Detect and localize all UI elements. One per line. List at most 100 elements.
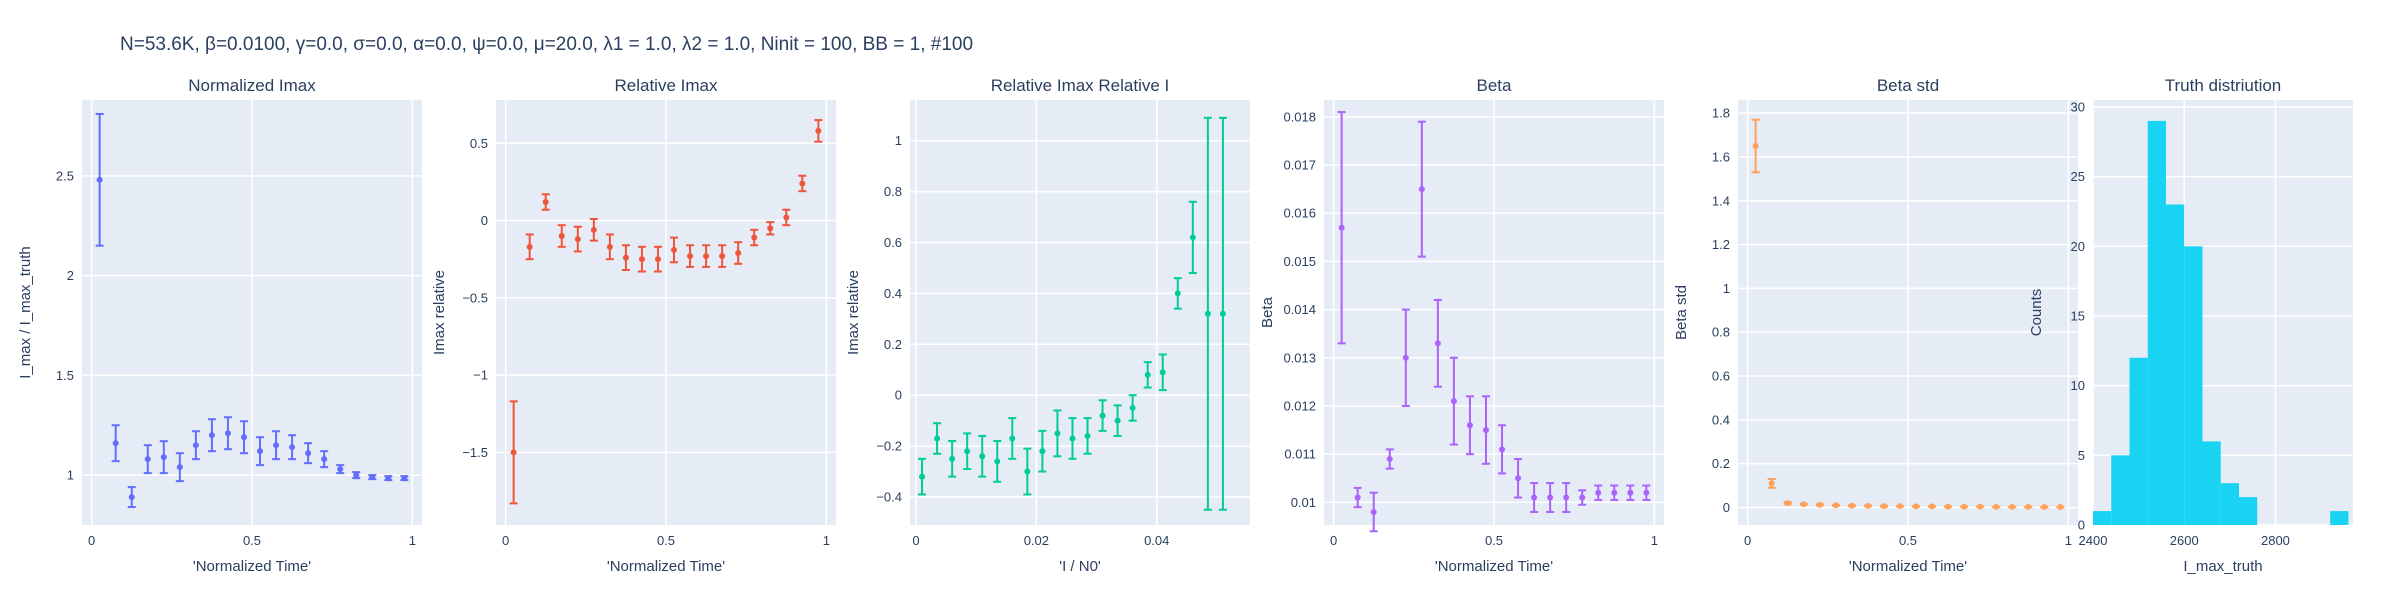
histogram-bar: [2147, 120, 2166, 525]
data-point: [934, 435, 941, 442]
x-axis-label: 'I / N0': [1059, 558, 1101, 575]
x-axis-label: 'Normalized Time': [1435, 558, 1553, 575]
data-point: [1054, 430, 1061, 437]
y-tick-label: 2: [67, 268, 74, 283]
x-tick-label: 0.02: [1024, 533, 1049, 548]
x-tick-label: 1: [409, 533, 416, 548]
x-axis-label: 'Normalized Time': [193, 558, 311, 575]
subplot-6: 2400 2600 2800 0 5 10 15 20 25 30 Truth distriutio…: [2028, 76, 2353, 575]
data-point: [1204, 310, 1211, 317]
x-tick-label: 0: [1744, 533, 1751, 548]
data-point: [735, 250, 742, 256]
data-point: [1338, 224, 1345, 231]
y-tick-label: 0.015: [1283, 254, 1316, 269]
data-point: [799, 180, 806, 187]
data-point: [606, 243, 613, 250]
y-axis-label: Imax relative: [431, 270, 448, 355]
x-tick-label: 2600: [2170, 533, 2199, 548]
data-point: [385, 475, 392, 482]
subplot-1: 0 0.5 1 1 1.5 2 2.5 Normalized Imax 'Normalized …: [17, 76, 422, 575]
data-point: [128, 494, 135, 501]
data-point: [1752, 143, 1759, 150]
data-point: [783, 214, 790, 221]
x-tick-label: 2800: [2261, 533, 2290, 548]
data-point: [1643, 489, 1650, 496]
data-point: [1144, 371, 1151, 378]
y-tick-label: 0.016: [1283, 206, 1316, 221]
data-point: [994, 458, 1001, 465]
data-point: [1069, 435, 1076, 442]
y-tick-label: 1: [67, 468, 74, 483]
x-tick-label: 0: [912, 533, 919, 548]
histogram-bar: [2184, 246, 2203, 526]
data-point: [719, 253, 726, 260]
data-point: [1800, 501, 1807, 508]
x-axis-label: 'Normalized Time': [607, 558, 725, 575]
data-point: [1993, 503, 2000, 510]
data-point: [1563, 494, 1570, 501]
data-point: [558, 233, 565, 239]
data-point: [192, 442, 199, 449]
data-point: [1219, 310, 1226, 317]
y-tick-label: 25: [2071, 169, 2085, 184]
data-point: [353, 472, 360, 479]
data-point: [1009, 435, 1016, 442]
y-tick-label: 0.013: [1283, 350, 1316, 365]
x-axis-label: I_max_truth: [2183, 558, 2262, 575]
data-point: [1531, 494, 1538, 501]
y-tick-label: 0.012: [1283, 398, 1316, 413]
y-tick-label: 1: [1723, 281, 1730, 296]
subplot-title: Relative Imax: [615, 76, 718, 95]
data-point: [574, 236, 581, 243]
y-tick-label: 0.011: [1284, 447, 1316, 462]
y-tick-label: 1.4: [1712, 193, 1730, 208]
data-point: [703, 253, 710, 260]
y-tick-label: 0.8: [884, 184, 902, 199]
histogram-bar: [2093, 511, 2112, 525]
y-tick-label: 0.5: [470, 136, 488, 151]
data-point: [1114, 417, 1121, 424]
y-tick-label: 0.017: [1283, 158, 1316, 173]
data-point: [1466, 422, 1473, 429]
x-tick-label: 0.5: [1899, 533, 1917, 548]
y-tick-label: 0.014: [1283, 302, 1316, 317]
data-point: [1174, 290, 1181, 297]
x-tick-label: 0.5: [657, 533, 675, 548]
y-tick-label: 0: [481, 213, 488, 228]
y-tick-label: −0.4: [876, 490, 902, 505]
y-tick-label: −0.5: [462, 290, 488, 305]
data-point: [1129, 404, 1136, 411]
data-point: [1832, 502, 1839, 509]
data-point: [1099, 412, 1106, 419]
data-point: [289, 444, 296, 451]
data-point: [542, 199, 549, 205]
data-point: [1627, 489, 1634, 496]
x-tick-label: 0.5: [1485, 533, 1503, 548]
subplot-title: Normalized Imax: [188, 76, 316, 95]
data-point: [2057, 504, 2064, 511]
data-point: [96, 176, 103, 183]
y-tick-label: 0: [895, 388, 902, 403]
histogram-bar: [2220, 483, 2239, 525]
data-point: [369, 474, 376, 481]
y-tick-label: 20: [2071, 239, 2085, 254]
data-point: [1784, 500, 1791, 507]
data-point: [1024, 468, 1031, 475]
y-axis-label: I_max / I_max_truth: [17, 246, 34, 379]
data-point: [1611, 489, 1618, 496]
data-point: [1402, 354, 1409, 361]
subplot-title: Truth distriution: [2165, 76, 2282, 95]
data-point: [112, 440, 119, 447]
x-tick-label: 1: [823, 533, 830, 548]
data-point: [751, 234, 758, 241]
y-tick-label: 0.2: [884, 337, 902, 352]
data-point: [160, 454, 167, 461]
subplot-title: Relative Imax Relative I: [991, 76, 1170, 95]
y-tick-label: 10: [2071, 378, 2085, 393]
y-tick-label: 5: [2078, 448, 2085, 463]
data-point: [638, 256, 645, 263]
data-point: [526, 243, 533, 250]
subplot-3: 0 0.02 0.04 −0.4 −0.2 0 0.2 0.4 0.6 0.8 1 Relative …: [845, 76, 1250, 575]
data-point: [1848, 502, 1855, 509]
